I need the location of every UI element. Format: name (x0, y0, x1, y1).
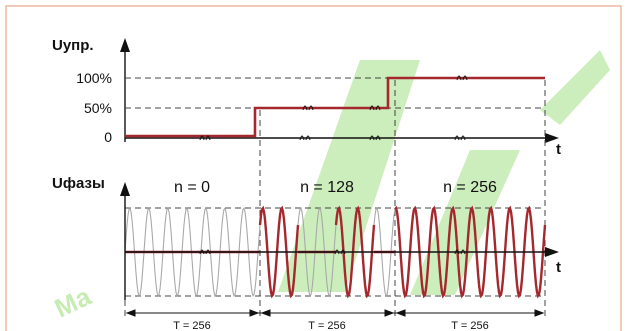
top-break-marks (199, 75, 468, 141)
top-tick-50: 50% (84, 100, 112, 116)
period-arrow-head-5 (395, 309, 406, 317)
watermark-stroke-3 (540, 50, 610, 125)
top-level-break-mark-2 (456, 75, 468, 81)
top-x-axis-label: t (556, 141, 561, 158)
top-control-signal (125, 76, 545, 138)
segment-1-period-label: T = 256 (173, 320, 210, 331)
period-arrow-head-4 (384, 309, 395, 317)
segment-2-n-label: n = 128 (300, 179, 354, 196)
top-break-mark-3 (454, 135, 466, 141)
period-arrow-head-2 (249, 309, 260, 317)
bottom-y-axis-label: Uфазы (52, 175, 105, 192)
period-arrow-head-3 (260, 309, 271, 317)
segment-3-period-label: T = 256 (451, 320, 488, 331)
top-level-break-mark-1 (369, 105, 381, 111)
top-chart: Uупр. t 100% 50% 0 (52, 37, 561, 158)
top-x-arrow (545, 133, 559, 143)
top-break-mark-1 (299, 135, 311, 141)
segment-3-n-label: n = 256 (443, 179, 497, 196)
top-break-mark-2 (369, 135, 381, 141)
frame-border (5, 5, 622, 331)
top-y-arrow (120, 38, 130, 52)
bottom-x-axis-label: t (556, 259, 561, 276)
period-arrow-head-1 (125, 309, 136, 317)
watermark-stroke-1 (278, 60, 420, 292)
bottom-break-mark-1 (334, 249, 346, 255)
period-arrow-head-6 (534, 309, 545, 317)
bottom-break-marks (199, 249, 466, 255)
watermark-stroke-2 (410, 150, 520, 295)
bottom-x-arrow (545, 247, 559, 257)
top-break-mark-0 (199, 135, 211, 141)
top-y-axis-label: Uупр. (52, 37, 94, 54)
red-full-segment-3 (394, 205, 547, 299)
red-burst-segment-2-0 (258, 205, 300, 299)
bottom-break-mark-2 (454, 249, 466, 255)
bottom-chart: Uфазы t n = 0 n = 128 n = 256 T = 256 T … (52, 175, 561, 331)
top-tick-100: 100% (76, 70, 112, 86)
top-tick-0: 0 (104, 129, 112, 145)
period-arrows (125, 309, 545, 317)
segment-1-n-label: n = 0 (174, 179, 210, 196)
top-level-break-mark-0 (302, 105, 314, 111)
watermark-text: Ма (50, 281, 96, 324)
red-burst-segment-2-2 (334, 205, 376, 299)
segment-2-period-label: T = 256 (308, 320, 345, 331)
bottom-break-mark-0 (199, 249, 211, 255)
bottom-y-arrow (120, 182, 130, 196)
